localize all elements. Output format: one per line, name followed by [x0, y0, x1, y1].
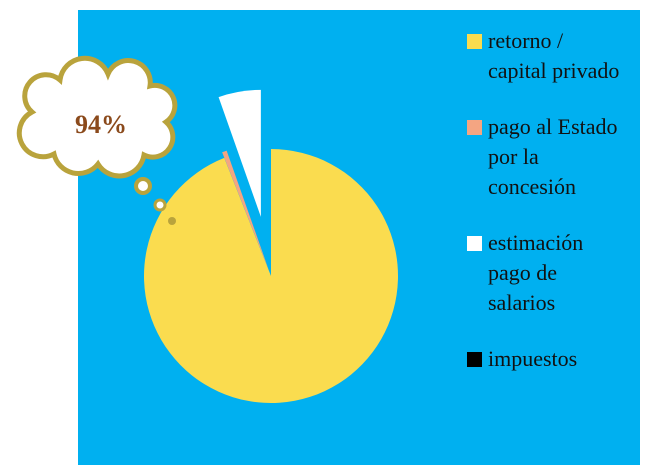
bubble-dot: [168, 217, 176, 225]
legend-label: pago al Estado por la concesión: [488, 114, 618, 199]
legend-item: estimación pago de salarios: [467, 228, 627, 318]
legend-swatch: [467, 120, 482, 135]
legend-item: retorno / capital privado: [467, 26, 627, 86]
pie-slice: [218, 89, 261, 217]
thought-bubble: 94%: [16, 55, 178, 225]
bubble-dot: [153, 198, 167, 212]
data-label: 94%: [75, 110, 127, 139]
bubble-cloud: [16, 55, 178, 179]
bubble-dot: [134, 177, 152, 195]
legend-item: impuestos: [467, 344, 627, 374]
legend-swatch: [467, 236, 482, 251]
pie-slice: [144, 149, 398, 403]
pie-slice: [222, 150, 269, 271]
legend-swatch: [467, 352, 482, 367]
legend-label: retorno / capital privado: [488, 28, 620, 83]
legend: retorno / capital privado pago al Estado …: [467, 26, 627, 374]
legend-swatch: [467, 34, 482, 49]
legend-label: impuestos: [488, 346, 578, 371]
legend-item: pago al Estado por la concesión: [467, 112, 627, 202]
legend-label: estimación pago de salarios: [488, 230, 584, 315]
pie: [144, 89, 398, 403]
